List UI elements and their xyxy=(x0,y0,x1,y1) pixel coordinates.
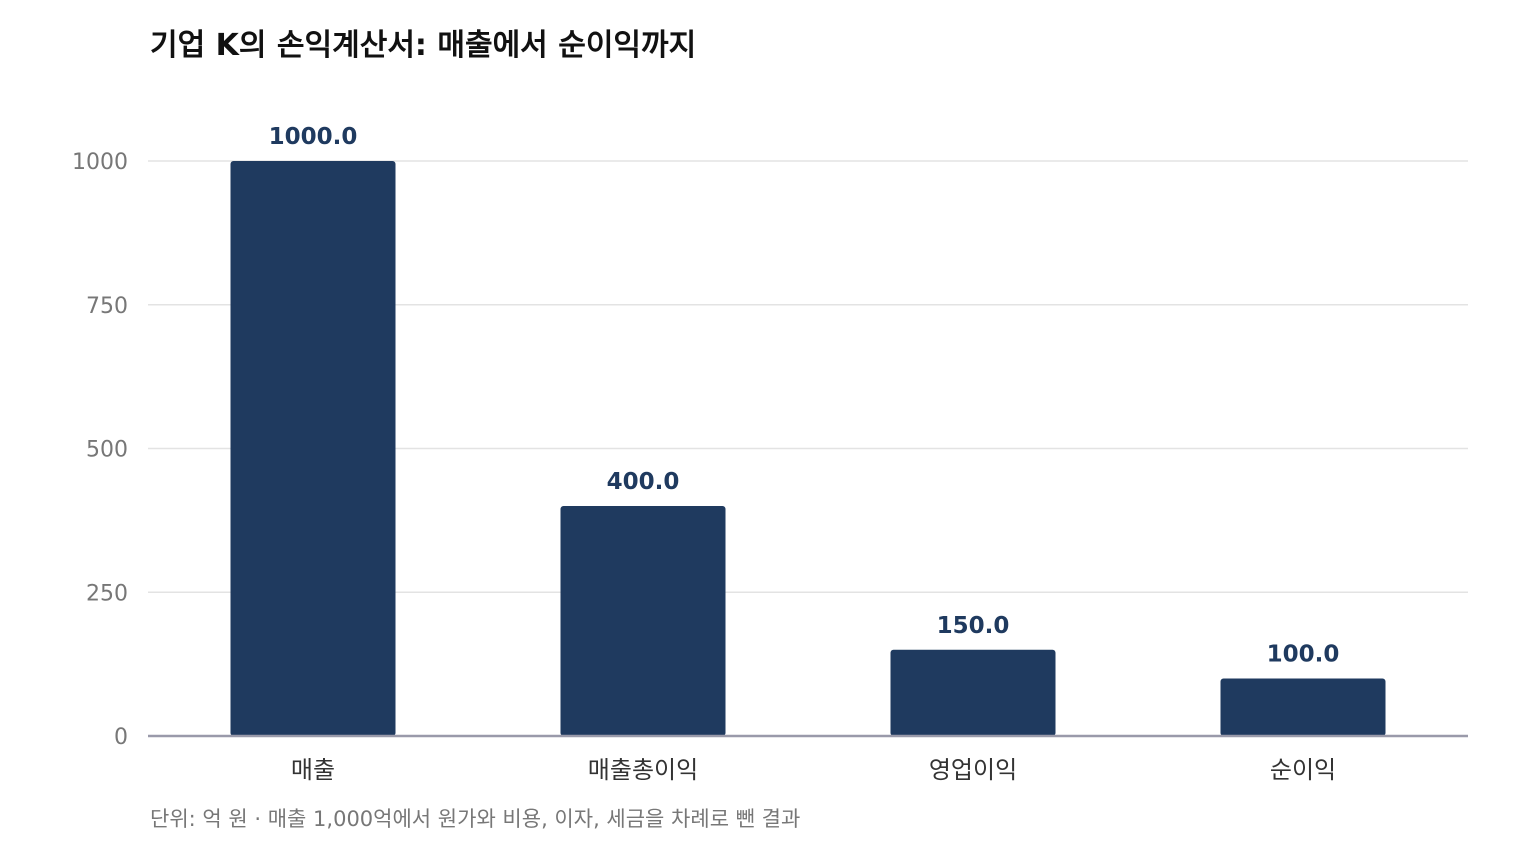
y-tick-label: 750 xyxy=(86,294,128,319)
x-tick-label: 영업이익 xyxy=(929,756,1017,784)
data-label: 1000.0 xyxy=(269,124,358,150)
bar xyxy=(230,161,396,736)
y-tick-label: 0 xyxy=(114,725,128,750)
labels: 0 250 500 750 1000 1000.0 매출 400.0 매출총이익 150.0 영업이… xyxy=(72,124,1339,784)
bars xyxy=(230,161,1386,736)
data-label: 150.0 xyxy=(937,613,1010,639)
chart-footnote: 단위: 억 원 · 매출 1,000억에서 원가와 비용, 이자, 세금을 차례… xyxy=(150,807,801,831)
y-tick-label: 500 xyxy=(86,438,128,463)
data-label: 400.0 xyxy=(607,469,680,495)
bar xyxy=(1220,678,1386,736)
data-label: 100.0 xyxy=(1267,642,1340,668)
x-tick-label: 매출 xyxy=(291,756,335,784)
y-tick-label: 1000 xyxy=(72,150,128,175)
chart-title: 기업 K의 손익계산서: 매출에서 순이익까지 xyxy=(150,28,697,63)
bar xyxy=(560,506,726,736)
bar xyxy=(890,649,1056,736)
y-tick-label: 250 xyxy=(86,581,128,606)
x-tick-label: 순이익 xyxy=(1270,756,1336,784)
x-tick-label: 매출총이익 xyxy=(588,756,698,784)
